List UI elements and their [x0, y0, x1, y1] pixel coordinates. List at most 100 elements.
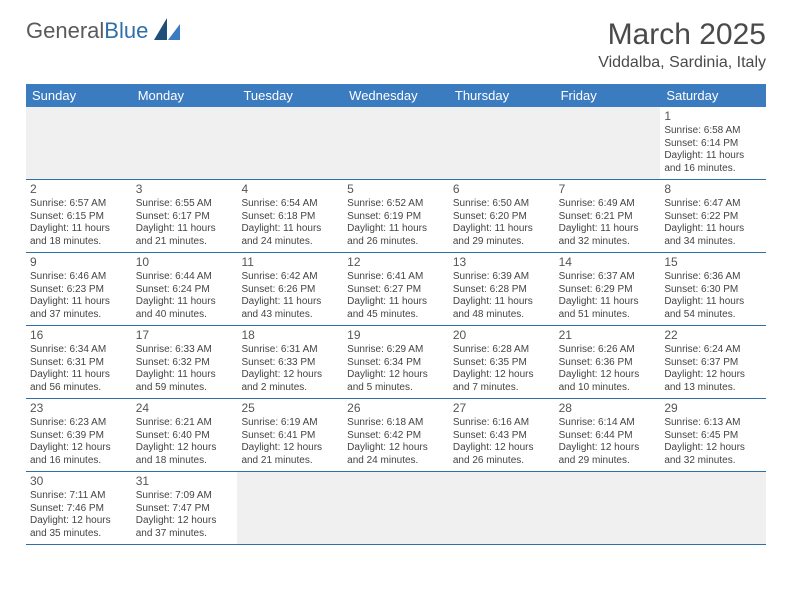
calendar-cell: 26Sunrise: 6:18 AMSunset: 6:42 PMDayligh… [343, 399, 449, 471]
sunset-text: Sunset: 6:24 PM [136, 284, 234, 297]
day-number: 9 [30, 255, 128, 270]
calendar-cell-empty [449, 107, 555, 179]
calendar-week: 23Sunrise: 6:23 AMSunset: 6:39 PMDayligh… [26, 399, 766, 472]
day-header-cell: Thursday [449, 84, 555, 107]
sunrise-text: Sunrise: 6:50 AM [453, 198, 551, 211]
calendar-cell: 17Sunrise: 6:33 AMSunset: 6:32 PMDayligh… [132, 326, 238, 398]
sunset-text: Sunset: 6:28 PM [453, 284, 551, 297]
day-number: 23 [30, 401, 128, 416]
daylight-text: Daylight: 12 hours and 18 minutes. [136, 442, 234, 467]
sunrise-text: Sunrise: 6:31 AM [241, 344, 339, 357]
calendar-cell: 29Sunrise: 6:13 AMSunset: 6:45 PMDayligh… [660, 399, 766, 471]
day-header-cell: Wednesday [343, 84, 449, 107]
logo-text-b: Blue [104, 18, 148, 44]
day-number: 29 [664, 401, 762, 416]
sunrise-text: Sunrise: 6:28 AM [453, 344, 551, 357]
calendar-body: 1Sunrise: 6:58 AMSunset: 6:14 PMDaylight… [26, 107, 766, 545]
calendar-cell: 13Sunrise: 6:39 AMSunset: 6:28 PMDayligh… [449, 253, 555, 325]
day-header-cell: Friday [555, 84, 661, 107]
day-header-cell: Monday [132, 84, 238, 107]
sunrise-text: Sunrise: 6:58 AM [664, 125, 762, 138]
logo: GeneralBlue [26, 18, 180, 44]
sunset-text: Sunset: 6:14 PM [664, 138, 762, 151]
day-number: 6 [453, 182, 551, 197]
calendar-cell: 19Sunrise: 6:29 AMSunset: 6:34 PMDayligh… [343, 326, 449, 398]
sunrise-text: Sunrise: 6:37 AM [559, 271, 657, 284]
day-number: 16 [30, 328, 128, 343]
calendar-cell-empty [237, 472, 343, 544]
calendar: SundayMondayTuesdayWednesdayThursdayFrid… [0, 84, 792, 545]
sunrise-text: Sunrise: 6:26 AM [559, 344, 657, 357]
daylight-text: Daylight: 12 hours and 13 minutes. [664, 369, 762, 394]
sunset-text: Sunset: 6:42 PM [347, 430, 445, 443]
location: Viddalba, Sardinia, Italy [598, 54, 766, 72]
sunset-text: Sunset: 6:31 PM [30, 357, 128, 370]
daylight-text: Daylight: 11 hours and 32 minutes. [559, 223, 657, 248]
day-number: 18 [241, 328, 339, 343]
day-number: 7 [559, 182, 657, 197]
daylight-text: Daylight: 11 hours and 18 minutes. [30, 223, 128, 248]
day-number: 22 [664, 328, 762, 343]
daylight-text: Daylight: 12 hours and 10 minutes. [559, 369, 657, 394]
sunset-text: Sunset: 6:23 PM [30, 284, 128, 297]
calendar-cell: 7Sunrise: 6:49 AMSunset: 6:21 PMDaylight… [555, 180, 661, 252]
daylight-text: Daylight: 12 hours and 2 minutes. [241, 369, 339, 394]
daylight-text: Daylight: 12 hours and 21 minutes. [241, 442, 339, 467]
calendar-cell: 3Sunrise: 6:55 AMSunset: 6:17 PMDaylight… [132, 180, 238, 252]
day-header-cell: Sunday [26, 84, 132, 107]
sunset-text: Sunset: 6:40 PM [136, 430, 234, 443]
sunset-text: Sunset: 6:26 PM [241, 284, 339, 297]
day-number: 24 [136, 401, 234, 416]
sunset-text: Sunset: 6:34 PM [347, 357, 445, 370]
daylight-text: Daylight: 12 hours and 24 minutes. [347, 442, 445, 467]
calendar-week: 30Sunrise: 7:11 AMSunset: 7:46 PMDayligh… [26, 472, 766, 545]
sunrise-text: Sunrise: 6:21 AM [136, 417, 234, 430]
calendar-cell: 5Sunrise: 6:52 AMSunset: 6:19 PMDaylight… [343, 180, 449, 252]
day-header-cell: Tuesday [237, 84, 343, 107]
daylight-text: Daylight: 11 hours and 24 minutes. [241, 223, 339, 248]
sunset-text: Sunset: 6:36 PM [559, 357, 657, 370]
daylight-text: Daylight: 11 hours and 59 minutes. [136, 369, 234, 394]
month-title: March 2025 [598, 18, 766, 52]
sunrise-text: Sunrise: 6:36 AM [664, 271, 762, 284]
daylight-text: Daylight: 11 hours and 29 minutes. [453, 223, 551, 248]
day-number: 15 [664, 255, 762, 270]
daylight-text: Daylight: 12 hours and 37 minutes. [136, 515, 234, 540]
sunset-text: Sunset: 6:35 PM [453, 357, 551, 370]
day-header-cell: Saturday [660, 84, 766, 107]
calendar-cell: 8Sunrise: 6:47 AMSunset: 6:22 PMDaylight… [660, 180, 766, 252]
sunrise-text: Sunrise: 6:52 AM [347, 198, 445, 211]
calendar-cell: 15Sunrise: 6:36 AMSunset: 6:30 PMDayligh… [660, 253, 766, 325]
sunset-text: Sunset: 6:33 PM [241, 357, 339, 370]
day-number: 14 [559, 255, 657, 270]
sunrise-text: Sunrise: 6:44 AM [136, 271, 234, 284]
daylight-text: Daylight: 12 hours and 7 minutes. [453, 369, 551, 394]
day-number: 20 [453, 328, 551, 343]
day-number: 4 [241, 182, 339, 197]
day-number: 2 [30, 182, 128, 197]
calendar-cell: 25Sunrise: 6:19 AMSunset: 6:41 PMDayligh… [237, 399, 343, 471]
sunrise-text: Sunrise: 6:57 AM [30, 198, 128, 211]
sunrise-text: Sunrise: 6:29 AM [347, 344, 445, 357]
daylight-text: Daylight: 11 hours and 56 minutes. [30, 369, 128, 394]
sunset-text: Sunset: 7:47 PM [136, 503, 234, 516]
sunrise-text: Sunrise: 6:46 AM [30, 271, 128, 284]
daylight-text: Daylight: 12 hours and 16 minutes. [30, 442, 128, 467]
calendar-week: 9Sunrise: 6:46 AMSunset: 6:23 PMDaylight… [26, 253, 766, 326]
sunset-text: Sunset: 6:20 PM [453, 211, 551, 224]
sunrise-text: Sunrise: 6:42 AM [241, 271, 339, 284]
calendar-cell: 28Sunrise: 6:14 AMSunset: 6:44 PMDayligh… [555, 399, 661, 471]
calendar-cell: 2Sunrise: 6:57 AMSunset: 6:15 PMDaylight… [26, 180, 132, 252]
day-number: 21 [559, 328, 657, 343]
sunset-text: Sunset: 6:30 PM [664, 284, 762, 297]
sunrise-text: Sunrise: 6:13 AM [664, 417, 762, 430]
day-number: 31 [136, 474, 234, 489]
sunrise-text: Sunrise: 6:55 AM [136, 198, 234, 211]
sunrise-text: Sunrise: 6:39 AM [453, 271, 551, 284]
calendar-cell-empty [132, 107, 238, 179]
title-area: March 2025 Viddalba, Sardinia, Italy [598, 18, 766, 72]
sunset-text: Sunset: 6:17 PM [136, 211, 234, 224]
day-number: 13 [453, 255, 551, 270]
day-number: 12 [347, 255, 445, 270]
sunset-text: Sunset: 6:37 PM [664, 357, 762, 370]
